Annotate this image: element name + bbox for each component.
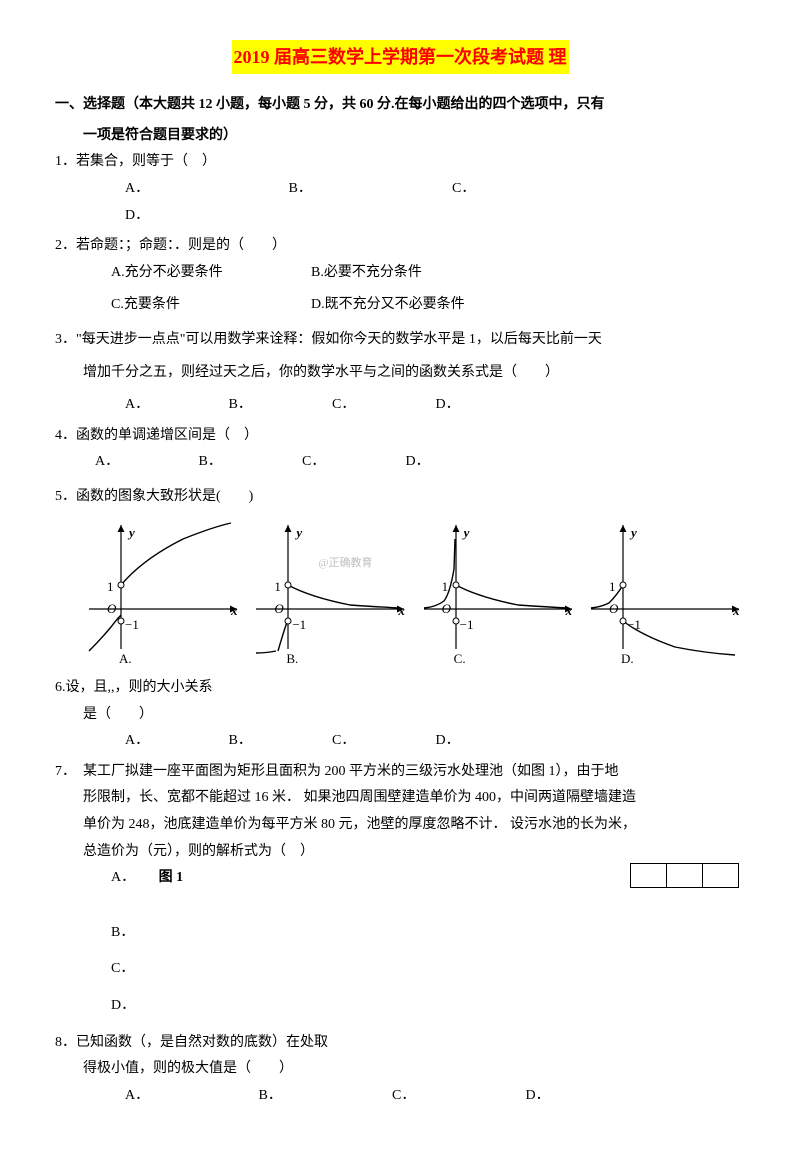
section-heading-line2: 一项是符合题目要求的） [55,123,745,150]
question-6: 6.设，且,,，则的大小关系 是（ ） A． B． C． D． [55,675,745,755]
origin-label: O [442,597,451,622]
q8-line2: 得极小值，则的极大值是（ ） [55,1056,745,1083]
q2-options-row2: C.充要条件 D.既不充分又不必要条件 [55,292,745,319]
question-7: 7． 某工厂拟建一座平面图为矩形且面积为 200 平方米的三级污水处理池（如图 … [55,759,745,1020]
origin-label: O [274,597,283,622]
q4-opt-c: C． [302,449,402,476]
q5-graph-b: @正确教育 y x 1 −1 O B. [250,519,410,670]
q7-fig-label: 图 1 [159,870,184,885]
q7-opt-d: D． [55,993,745,1020]
q6-opt-b: B． [229,728,329,755]
q7-figure-table [630,863,739,888]
label-one: 1 [107,575,114,600]
axis-x-label: x [398,599,405,624]
q7-opt-c: C． [55,956,745,983]
q6-opt-a: A． [125,728,225,755]
axis-y-label: y [464,521,470,546]
q8-opt-c: C． [392,1083,522,1110]
question-3: 3．"每天进步一点点"可以用数学来诠释：假如你今天的数学水平是 1，以后每天比前… [55,327,745,419]
section-heading-line1: 一、选择题（本大题共 12 小题，每小题 5 分，共 60 分.在每小题给出的四… [55,92,745,119]
question-8: 8．已知函数（，是自然对数的底数）在处取 得极小值，则的极大值是（ ） A． B… [55,1030,745,1110]
q1-opt-b: B． [289,176,449,203]
q6-text: 6.设，且,,，则的大小关系 [55,675,745,702]
q7-line4: 总造价为（元），则的解析式为（ ） [55,839,745,866]
q1-opt-c: C． [452,176,612,203]
q5-graph-d: y x 1 −1 O D. [585,519,745,670]
q2-text: 2．若命题：；命题：．则是的（ ） [55,233,745,260]
q4-opt-b: B． [199,449,299,476]
question-4: 4．函数的单调递增区间是（ ） A． B． C． D． [55,423,745,476]
q4-text: 4．函数的单调递增区间是（ ） [55,423,745,450]
q7-opt-a: A． [111,870,135,885]
q3-line1: 3．"每天进步一点点"可以用数学来诠释：假如你今天的数学水平是 1，以后每天比前… [55,327,745,354]
axis-y-label: y [631,521,637,546]
q2-options-row1: A.充分不必要条件 B.必要不充分条件 [55,260,745,287]
q1-text: 1．若集合，则等于（ ） [55,149,745,176]
q3-opt-d: D． [436,392,536,419]
label-negone: −1 [627,613,641,638]
q6-line2: 是（ ） [55,702,745,729]
axis-y-label: y [296,521,302,546]
question-5: 5．函数的图象大致形状是( ) y x 1 [55,484,745,669]
question-1: 1．若集合，则等于（ ） A． B． C． D． [55,149,745,229]
q5-text: 5．函数的图象大致形状是( ) [55,484,745,511]
q5-opt-a-label: A. [119,647,132,672]
q7-opt-b: B． [55,920,745,947]
q6-opt-c: C． [332,728,432,755]
q4-opt-a: A． [95,449,195,476]
q5-graphs: y x 1 −1 O A. @正确教育 y x 1 −1 [83,519,745,670]
question-2: 2．若命题：；命题：．则是的（ ） A.充分不必要条件 B.必要不充分条件 C.… [55,233,745,319]
q1-opt-a: A． [125,176,285,203]
q5-graph-a: y x 1 −1 O A. [83,519,243,670]
label-one: 1 [609,575,616,600]
label-negone: −1 [125,613,139,638]
q2-opt-a: A.充分不必要条件 [111,260,311,287]
q8-opt-d: D． [526,1083,656,1110]
q3-opt-b: B． [229,392,329,419]
q3-options: A． B． C． D． [55,392,745,419]
q3-opt-c: C． [332,392,432,419]
label-one: 1 [442,575,449,600]
q2-opt-c: C.充要条件 [111,292,311,319]
q7-line2: 形限制，长、宽都不能超过 16 米． 如果池四周围壁建造单价为 400，中间两道… [55,785,745,812]
q5-opt-b-label: B. [286,647,298,672]
q1-options: A． B． C． D． [55,176,745,229]
axis-x-label: x [231,599,238,624]
q2-opt-b: B.必要不充分条件 [311,260,511,287]
label-negone: −1 [292,613,306,638]
axis-y-label: y [129,521,135,546]
q3-line2: 增加千分之五，则经过天之后，你的数学水平与之间的函数关系式是（ ） [55,360,745,387]
q6-opt-d: D． [436,728,536,755]
q5-opt-d-label: D. [621,647,634,672]
q1-opt-d: D． [125,203,285,230]
watermark: @正确教育 [318,553,372,574]
q8-opt-b: B． [259,1083,389,1110]
q4-opt-d: D． [406,449,506,476]
q7-figure [630,863,739,888]
q8-options: A． B． C． D． [55,1083,745,1110]
q6-options: A． B． C． D． [55,728,745,755]
origin-label: O [609,597,618,622]
q2-opt-d: D.既不充分又不必要条件 [311,292,511,319]
axis-x-label: x [566,599,573,624]
q8-opt-a: A． [125,1083,255,1110]
label-negone: −1 [460,613,474,638]
page-title: 2019 届高三数学上学期第一次段考试题 理 [232,40,569,74]
q7-line3: 单价为 248，池底建造单价为每平方米 80 元，池壁的厚度忽略不计． 设污水池… [55,812,745,839]
axis-x-label: x [733,599,740,624]
q5-opt-c-label: C. [454,647,466,672]
q5-graph-c: y x 1 −1 O C. [418,519,578,670]
origin-label: O [107,597,116,622]
q7-line1: 7． 某工厂拟建一座平面图为矩形且面积为 200 平方米的三级污水处理池（如图 … [55,759,745,786]
q3-opt-a: A． [125,392,225,419]
label-one: 1 [274,575,281,600]
q4-options: A． B． C． D． [55,449,745,476]
q8-line1: 8．已知函数（，是自然对数的底数）在处取 [55,1030,745,1057]
